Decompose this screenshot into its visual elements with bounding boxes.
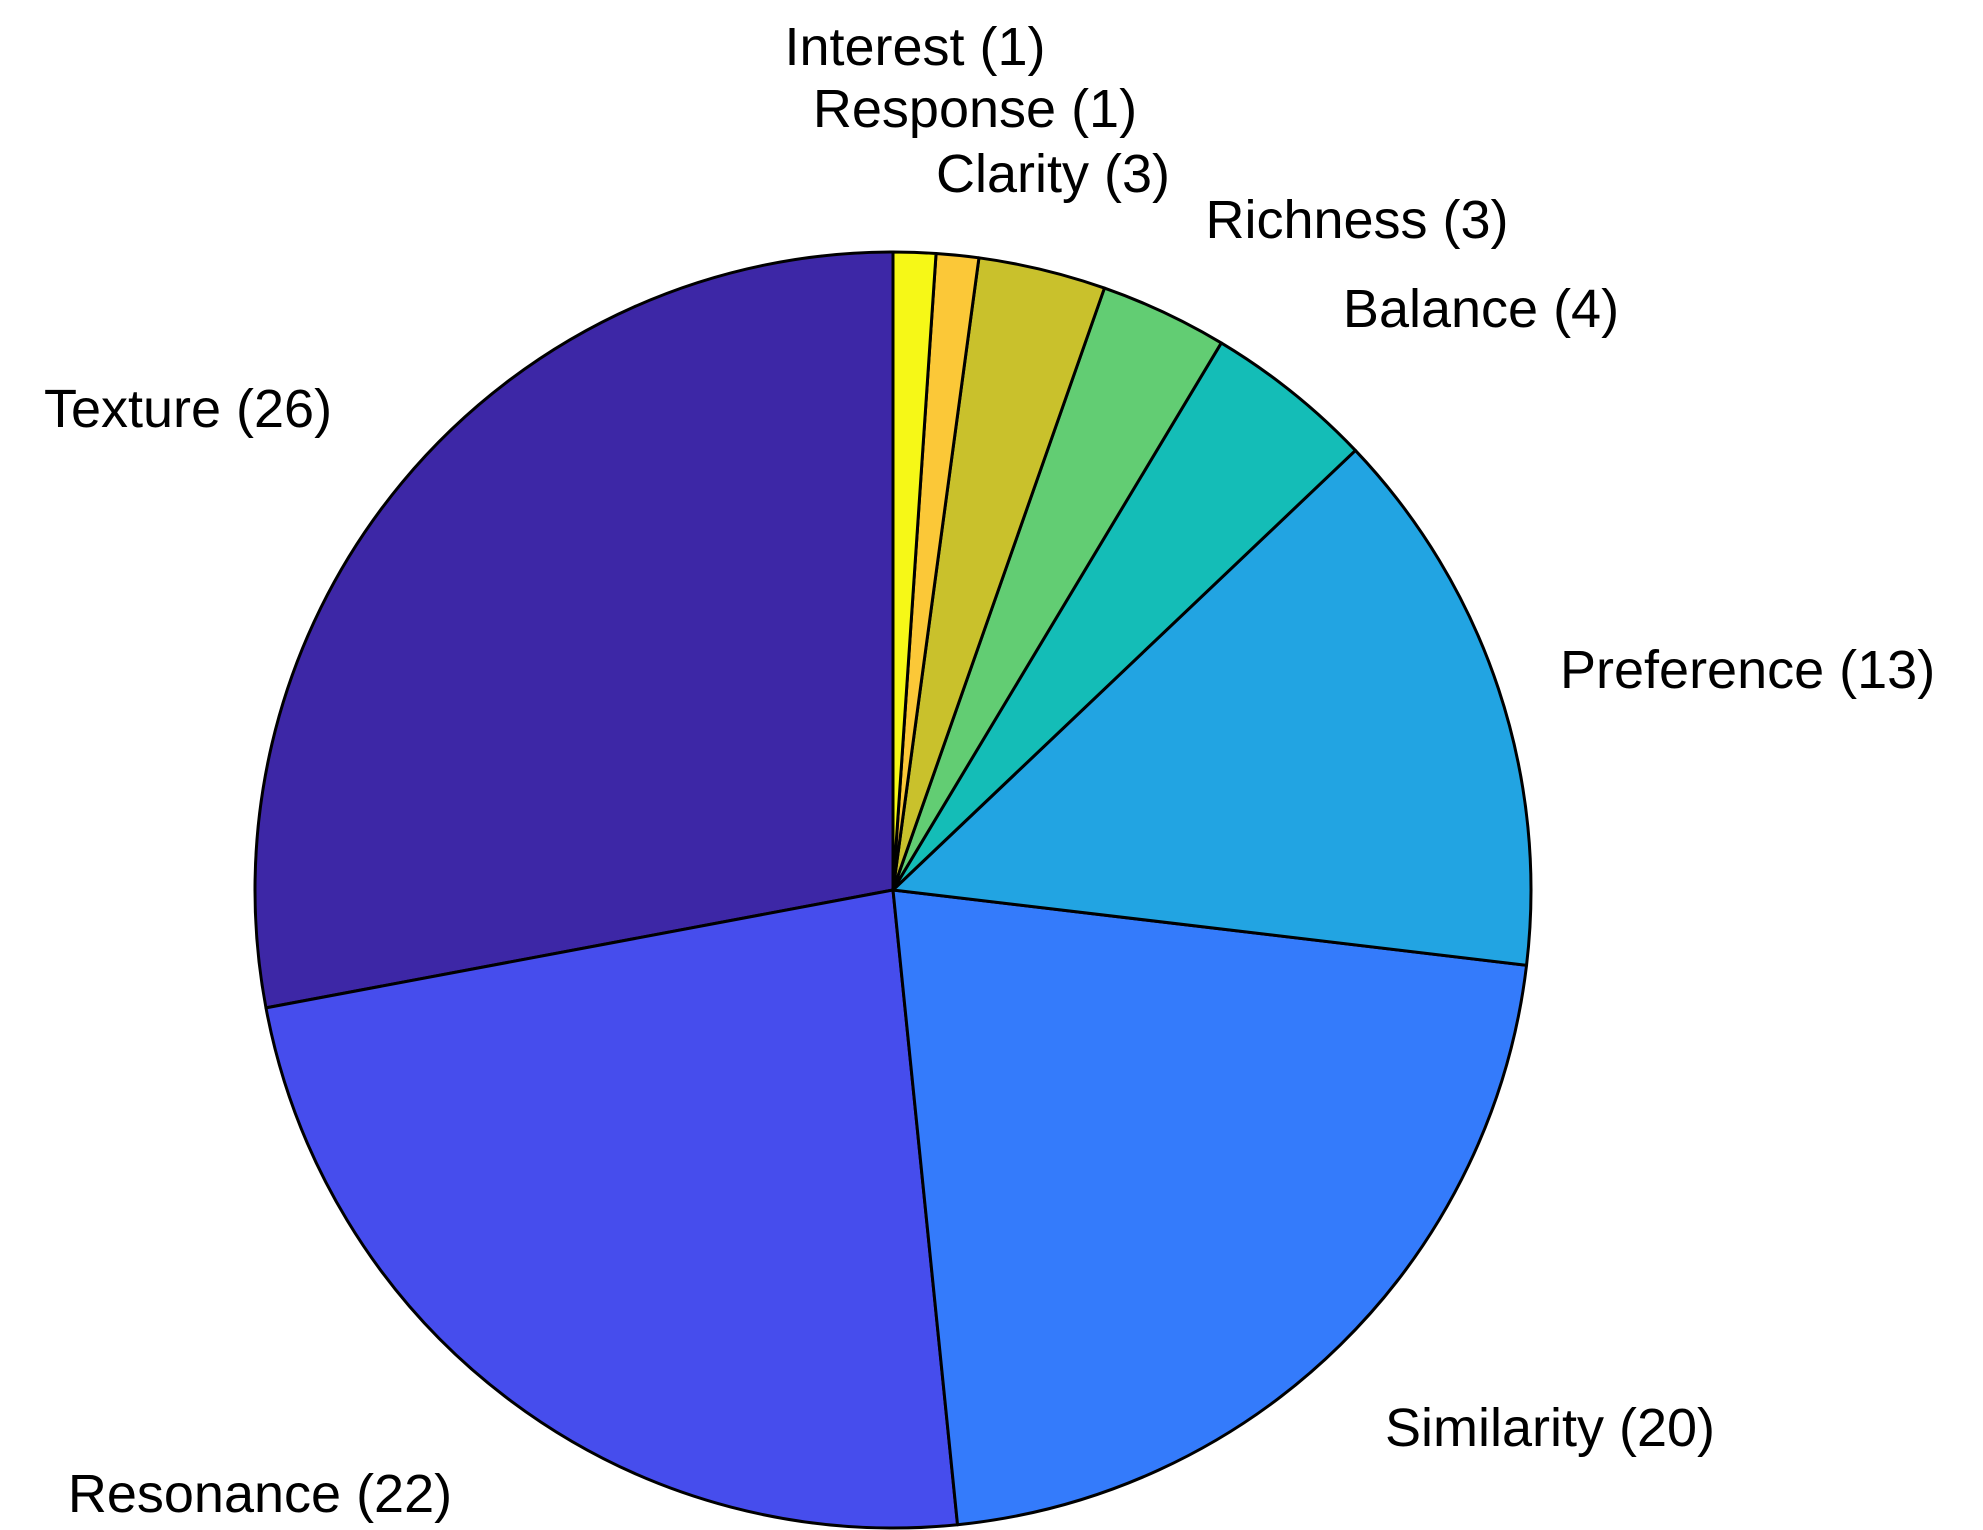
pie-slice-interest [891, 250, 938, 892]
pie-label-balance: Balance (4) [1343, 279, 1619, 339]
pie-label-richness: Richness (3) [1205, 190, 1508, 250]
pie-label-preference: Preference (13) [1560, 640, 1935, 700]
pie-label-similarity: Similarity (20) [1385, 1398, 1715, 1458]
pie-slice-resonance [264, 888, 960, 1530]
pie-slice-similarity [891, 888, 1529, 1527]
pie-label-texture: Texture (26) [44, 379, 332, 439]
pie-label-resonance: Resonance (22) [68, 1464, 452, 1524]
pie-label-response: Response (1) [813, 79, 1137, 139]
pie-labels: Texture (26) Resonance (22) Similarity (20… [44, 17, 1935, 1524]
pie-slice-texture [253, 250, 895, 1010]
pie-slice-balance [891, 341, 1357, 892]
pie-slice-preference [891, 448, 1533, 967]
pie-label-interest: Interest (1) [784, 17, 1045, 77]
pie-slices [253, 250, 1533, 1530]
pie-label-clarity: Clarity (3) [936, 144, 1170, 204]
